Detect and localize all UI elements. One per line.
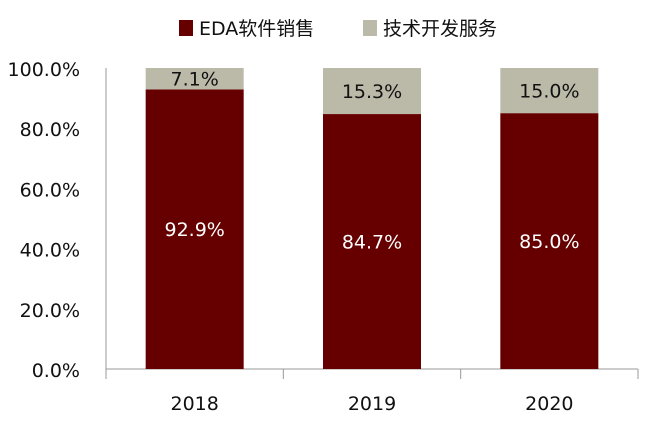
legend-swatch-0 (179, 20, 193, 36)
bar-tech-2018 (145, 68, 244, 90)
x-tick-label: 2020 (525, 393, 573, 415)
bar-tech-2020 (500, 68, 599, 114)
data-label: 84.7% (342, 232, 402, 254)
bar-eda-2020 (500, 113, 599, 370)
bar-eda-2019 (323, 114, 421, 369)
y-tick-label: 100.0% (8, 59, 80, 81)
data-label: 92.9% (164, 219, 224, 241)
x-tick-label: 2019 (348, 393, 396, 415)
y-tick-label: 80.0% (20, 119, 80, 141)
legend-label-1: 技术开发服务 (383, 18, 497, 40)
y-tick-label: 60.0% (20, 179, 80, 201)
legend-label-0: EDA软件销售 (199, 18, 314, 40)
data-label: 15.0% (519, 81, 579, 103)
data-label: 7.1% (171, 69, 219, 91)
data-label: 85.0% (519, 231, 579, 253)
y-tick-label: 0.0% (32, 360, 80, 382)
bar-eda-2018 (145, 89, 244, 369)
y-tick-label: 40.0% (20, 240, 80, 262)
data-label: 15.3% (342, 81, 402, 103)
y-tick-label: 20.0% (20, 300, 80, 322)
x-tick-label: 2018 (170, 393, 218, 415)
bar-tech-2019 (323, 68, 421, 115)
legend-swatch-1 (363, 20, 377, 36)
